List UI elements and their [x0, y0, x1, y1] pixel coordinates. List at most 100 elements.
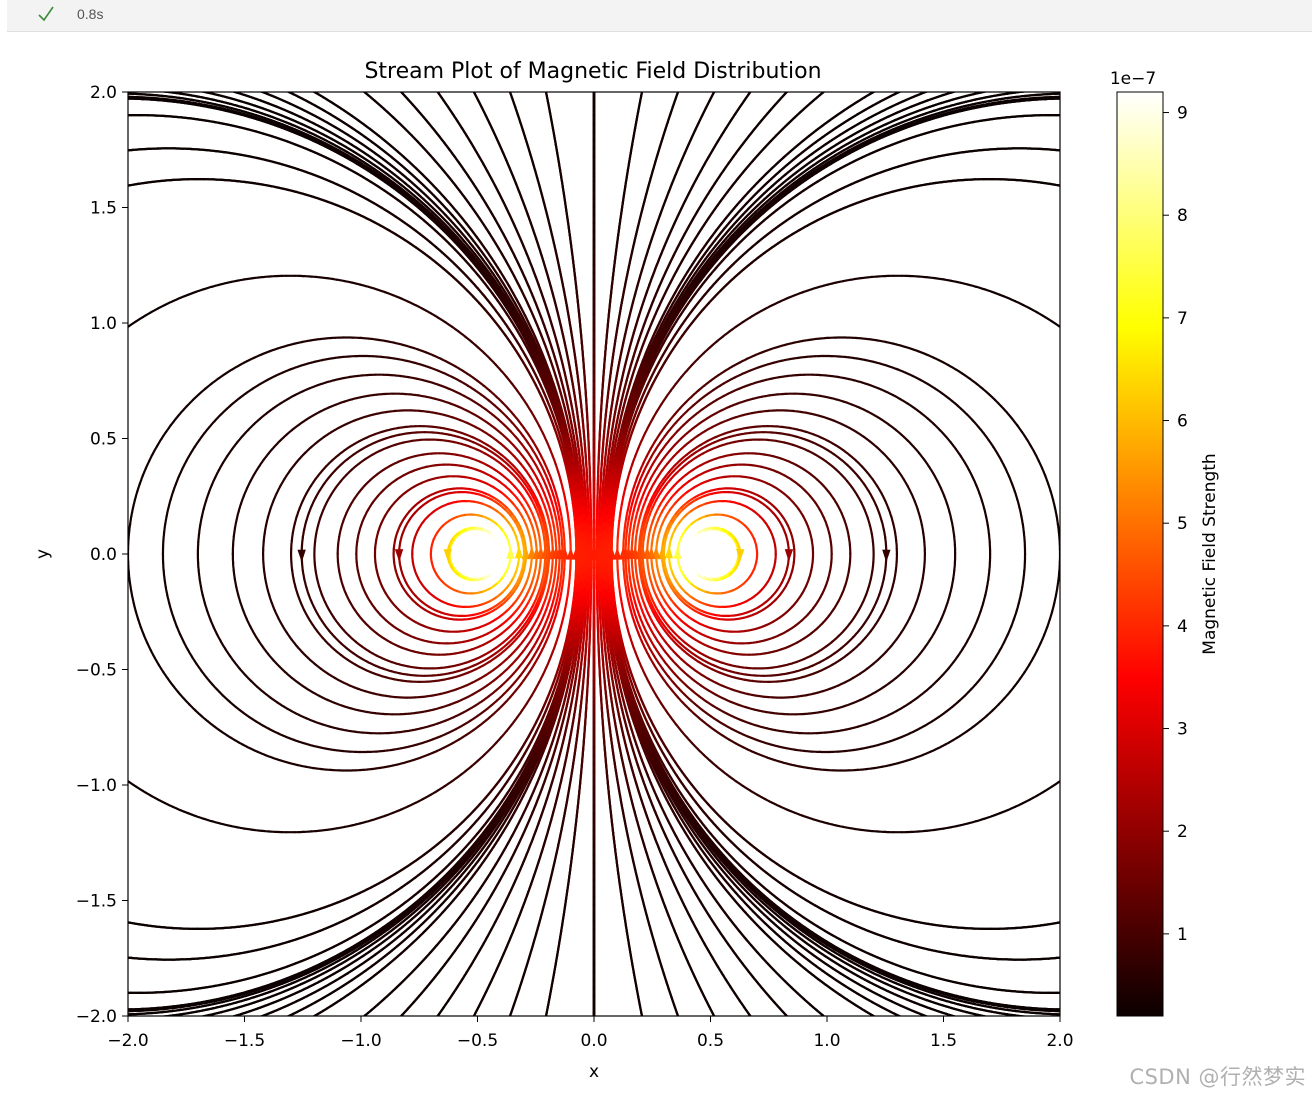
streamline-segment	[753, 708, 764, 713]
streamline-segment	[532, 470, 539, 480]
streamline-segment	[528, 654, 536, 664]
streamline-segment	[669, 646, 677, 655]
streamline-segment	[662, 659, 671, 669]
streamline-segment	[443, 742, 453, 749]
streamline-segment	[502, 515, 510, 524]
streamline-segment	[358, 484, 367, 493]
streamline-segment	[646, 504, 652, 515]
streamline-segment	[405, 633, 416, 639]
streamline-segment	[300, 741, 311, 746]
streamline-segment	[296, 593, 302, 604]
streamline-segment	[512, 666, 521, 675]
streamline-segment	[649, 470, 656, 480]
streamline-segment	[690, 389, 700, 398]
streamline-segment	[141, 467, 147, 478]
streamline-segment	[683, 439, 693, 447]
streamline-segment	[526, 583, 533, 594]
streamline-segment	[713, 658, 724, 664]
streamline-segment	[789, 356, 800, 361]
streamline-segment	[845, 527, 850, 538]
streamline-segment	[676, 424, 685, 433]
streamline-segment	[639, 506, 645, 517]
streamline-segment	[231, 364, 241, 371]
streamline-segment	[257, 639, 265, 649]
streamline-segment	[217, 372, 227, 380]
streamline-segment	[400, 343, 411, 348]
streamline-segment	[906, 485, 913, 495]
streamline-segment	[487, 652, 497, 660]
streamline-segment	[380, 694, 392, 698]
streamline-segment	[253, 465, 261, 475]
streamline-segment	[396, 761, 407, 766]
streamline-segment	[704, 700, 714, 707]
streamline-arrow	[483, 546, 493, 560]
streamline-segment	[689, 505, 700, 513]
streamline-segment	[869, 743, 880, 748]
streamline-segment	[627, 534, 631, 545]
streamline-segment	[745, 354, 756, 360]
streamline-segment	[297, 362, 308, 368]
streamline-segment	[329, 486, 337, 496]
streamline-segment	[478, 673, 488, 681]
streamline-segment	[627, 567, 631, 578]
streamline-segment	[631, 565, 635, 577]
streamline-segment	[392, 678, 404, 682]
streamline-segment	[492, 486, 502, 494]
streamline-segment	[408, 511, 416, 521]
streamline-segment	[745, 666, 757, 670]
streamline-segment	[818, 394, 830, 399]
streamline-segment	[930, 715, 940, 723]
streamline-segment	[843, 519, 849, 530]
streamline-segment	[711, 578, 722, 582]
streamline-segment	[164, 424, 172, 434]
streamline-segment	[697, 611, 708, 618]
streamline-segment	[507, 612, 516, 621]
streamline-segment	[816, 478, 825, 487]
streamline-segment	[768, 569, 775, 580]
streamline-segment	[375, 392, 386, 396]
streamline-segment	[661, 462, 669, 472]
streamline-segment	[734, 413, 745, 419]
streamline-segment	[631, 532, 635, 544]
streamline-segment	[687, 559, 693, 570]
streamline-segment	[448, 663, 459, 668]
streamline-segment	[557, 559, 561, 570]
streamline-segment	[679, 432, 689, 440]
streamline-segment	[1052, 498, 1057, 509]
streamline-segment	[842, 278, 853, 283]
streamline-segment	[325, 459, 334, 468]
streamline-segment	[301, 387, 312, 393]
streamline-segment	[141, 98, 153, 101]
streamline-segment	[850, 827, 861, 831]
streamline-segment	[537, 514, 543, 525]
streamline-segment	[364, 593, 372, 603]
streamline-segment	[339, 653, 349, 661]
streamline-segment	[443, 582, 453, 590]
streamline-segment	[440, 432, 451, 436]
streamline-segment	[392, 552, 396, 564]
streamline-segment	[742, 412, 753, 417]
streamline-segment	[507, 630, 516, 639]
streamline-segment	[901, 665, 910, 674]
streamline-segment	[760, 394, 771, 398]
streamline-segment	[393, 561, 397, 572]
streamline-segment	[429, 552, 433, 564]
streamline-segment	[486, 443, 496, 451]
streamline-segment	[557, 584, 561, 595]
streamline-segment	[199, 516, 203, 527]
streamline-segment	[650, 618, 657, 629]
streamline-segment	[129, 515, 133, 526]
streamline-segment	[465, 409, 475, 416]
streamline-segment	[392, 539, 397, 551]
streamline-segment	[483, 704, 492, 713]
streamline-segment	[638, 624, 644, 635]
streamline-segment	[790, 599, 799, 608]
streamline-segment	[511, 646, 519, 655]
streamline-segment	[435, 609, 446, 615]
streamline-segment	[408, 504, 417, 513]
streamline-segment	[245, 479, 252, 490]
streamline-segment	[725, 440, 736, 446]
streamline-segment	[491, 708, 500, 716]
streamline-segment	[718, 671, 729, 677]
streamline-segment	[413, 650, 424, 655]
